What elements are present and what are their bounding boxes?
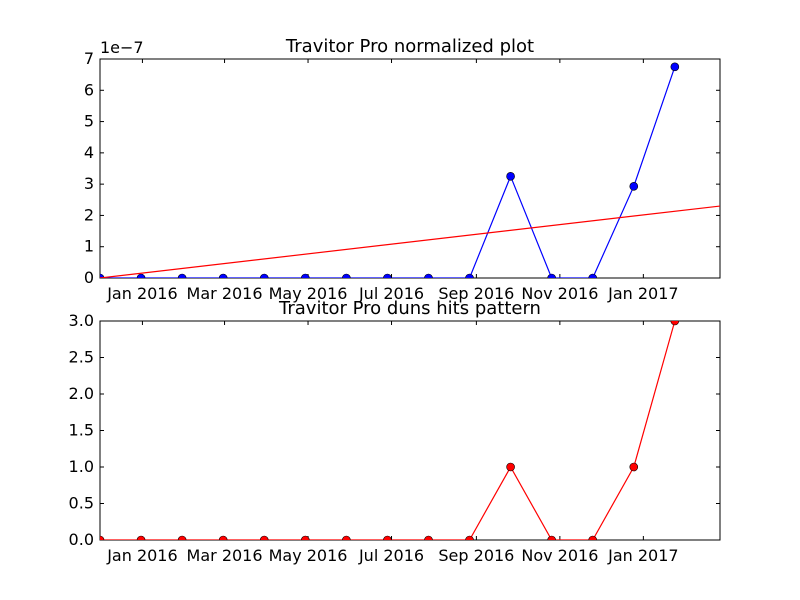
axes-frame xyxy=(99,58,721,279)
data-point xyxy=(300,535,310,540)
data-point xyxy=(342,273,351,278)
x-tick-label: Nov 2016 xyxy=(521,284,598,303)
series-line xyxy=(100,205,720,278)
x-tick-label: Jul 2016 xyxy=(358,284,424,303)
data-point xyxy=(424,535,433,540)
y-tick-label: 0.0 xyxy=(69,530,94,549)
y-tick-label: 3 xyxy=(84,174,94,193)
data-point xyxy=(629,182,639,191)
data-point xyxy=(342,535,351,540)
series-line xyxy=(100,66,676,278)
data-point xyxy=(506,172,515,181)
data-point xyxy=(259,273,269,278)
data-point xyxy=(259,535,269,540)
y-tick-label: 1.5 xyxy=(69,421,94,440)
data-point xyxy=(547,273,556,278)
x-tick-label: Jan 2016 xyxy=(106,284,177,303)
y-tick-label: 7 xyxy=(84,49,94,68)
x-tick-label: Jan 2017 xyxy=(607,284,678,303)
y-tick-label: 0.5 xyxy=(69,494,94,513)
data-point xyxy=(629,462,639,472)
data-point xyxy=(465,535,474,540)
data-point xyxy=(588,535,598,540)
y-tick-label: 5 xyxy=(84,112,94,131)
x-tick-label: Sep 2016 xyxy=(438,546,514,565)
data-point xyxy=(218,535,228,540)
y-tick-label: 2 xyxy=(84,205,94,224)
data-point xyxy=(100,273,105,278)
data-point xyxy=(177,273,187,278)
x-tick-label: Jul 2016 xyxy=(358,546,424,565)
x-tick-label: Jan 2017 xyxy=(607,546,678,565)
x-tick-label: Jan 2016 xyxy=(106,546,177,565)
plot-area xyxy=(100,62,720,278)
y-scale-label: 1e−7 xyxy=(100,38,144,57)
data-point xyxy=(670,321,680,326)
y-tick-label: 0 xyxy=(84,268,94,287)
y-tick-label: 1 xyxy=(84,237,94,256)
data-point xyxy=(218,273,228,278)
data-point xyxy=(136,273,146,278)
data-point xyxy=(300,273,310,278)
x-tick-label: Nov 2016 xyxy=(521,546,598,565)
data-point xyxy=(100,535,105,540)
chart-title: Travitor Pro normalized plot xyxy=(285,36,534,57)
data-point xyxy=(383,273,392,278)
normalized-plot-axes: 0 1 2 3 4 5 6 7 Jan 2016 Mar 2016 May 2016 Jul 2016… xyxy=(84,36,721,303)
x-tick-label: May 2016 xyxy=(269,284,348,303)
series-line xyxy=(100,321,676,540)
x-tick-label: Mar 2016 xyxy=(187,284,263,303)
data-point xyxy=(136,535,146,540)
axes-frame xyxy=(99,320,721,541)
y-tick-label: 4 xyxy=(84,143,94,162)
data-point xyxy=(588,273,598,278)
chart-title: Travitor Pro duns hits pattern xyxy=(278,298,541,319)
data-point xyxy=(383,535,392,540)
x-tick-label: Sep 2016 xyxy=(438,284,514,303)
x-tick-label: May 2016 xyxy=(269,546,348,565)
data-point xyxy=(547,535,556,540)
y-tick-label: 6 xyxy=(84,80,94,99)
data-point xyxy=(506,462,515,472)
y-tick-label: 2.5 xyxy=(69,348,94,367)
data-point xyxy=(670,62,680,72)
data-point xyxy=(424,273,433,278)
y-tick-label: 1.0 xyxy=(69,457,94,476)
duns-hits-axes: 0.0 0.5 1.0 1.5 2.0 2.5 3.0 Jan 2016 Mar 2016 May… xyxy=(69,298,721,565)
y-tick-label: 3.0 xyxy=(69,311,94,330)
y-tick-label: 2.0 xyxy=(69,384,94,403)
x-tick-label: Mar 2016 xyxy=(187,546,263,565)
plot-area xyxy=(100,321,680,540)
data-point xyxy=(177,535,187,540)
data-point xyxy=(465,273,474,278)
